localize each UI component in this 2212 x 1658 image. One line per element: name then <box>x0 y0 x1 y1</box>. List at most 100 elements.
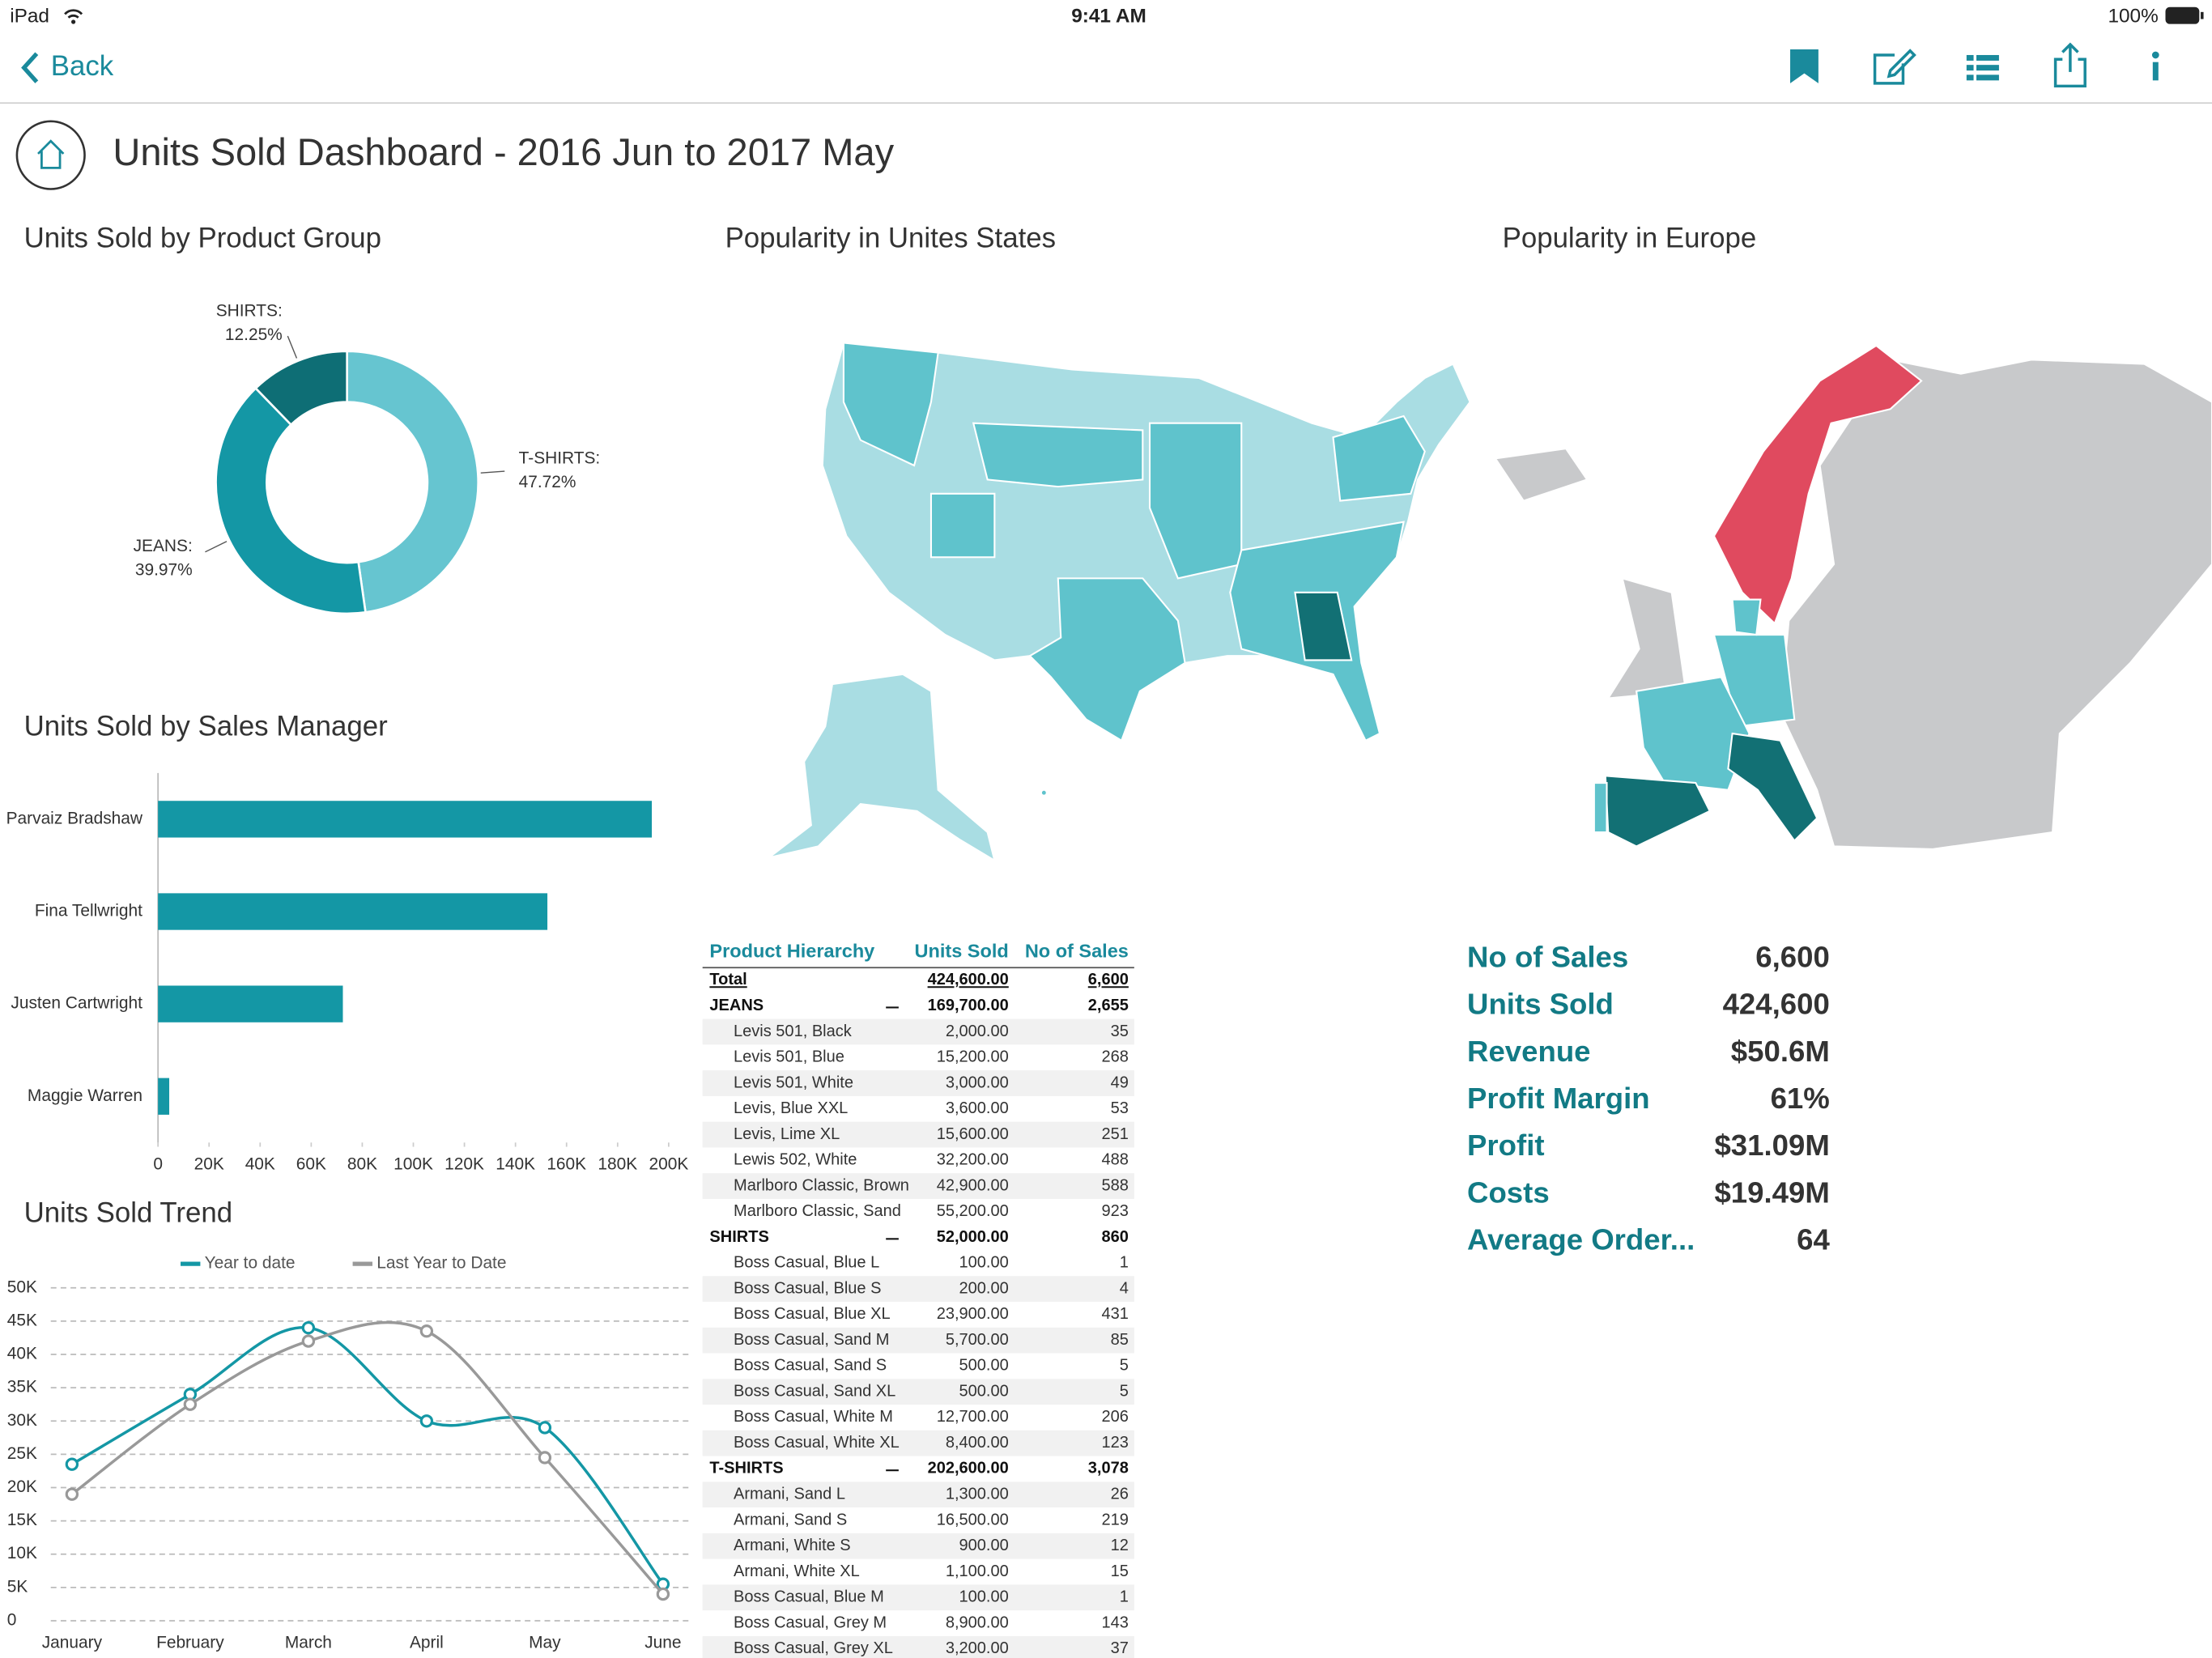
home-button[interactable] <box>15 120 86 190</box>
table-cell: 1 <box>1120 1588 1129 1606</box>
donut-value-label: 47.72% <box>519 473 576 491</box>
table-cell: Boss Casual, Sand S <box>734 1357 887 1375</box>
table-cell: 100.00 <box>959 1254 1009 1272</box>
home-icon[interactable] <box>37 139 65 169</box>
y-tick-label: Justen Cartwright <box>11 994 143 1013</box>
battery-icon <box>2165 6 2200 24</box>
kpi-value: $19.49M <box>1714 1175 1829 1209</box>
y-tick-label: Fina Tellwright <box>35 902 143 920</box>
status-time: 9:41 AM <box>1071 5 1146 27</box>
edit-pen[interactable] <box>1887 49 1916 79</box>
x-tick-label: 140K <box>496 1155 535 1174</box>
table-row-bg <box>702 1635 1134 1658</box>
table-cell: 23,900.00 <box>937 1305 1009 1323</box>
list-bullet[interactable] <box>1966 54 1974 61</box>
us-state-highlight <box>1294 591 1353 661</box>
bar <box>158 1078 170 1115</box>
edit-icon[interactable] <box>1873 49 1916 85</box>
europe-map <box>1494 344 2212 850</box>
kpi-value: 6,600 <box>1755 940 1830 973</box>
legend-label: Last Year to Date <box>376 1254 506 1273</box>
series-point <box>538 1421 552 1435</box>
table-cell: 2,655 <box>1088 997 1129 1014</box>
table-cell: JEANS <box>709 997 764 1014</box>
kpi-label: No of Sales <box>1467 940 1628 973</box>
x-tick-label: 200K <box>649 1155 688 1174</box>
table-cell: 200.00 <box>959 1279 1009 1297</box>
us-hawaii <box>1040 789 1048 797</box>
table-cell: Boss Casual, White XL <box>734 1434 900 1452</box>
share-arrow[interactable] <box>2061 42 2079 72</box>
us-map-title: Popularity in Unites States <box>725 222 1056 253</box>
us-region <box>972 422 1144 488</box>
eu-highlight-red <box>1712 344 1923 625</box>
table-cell: 6,600 <box>1088 971 1129 988</box>
table-row-bg <box>702 1379 1134 1405</box>
table-cell: Boss Casual, Grey XL <box>734 1639 893 1657</box>
table-cell: 2,000.00 <box>946 1022 1009 1040</box>
bar <box>158 893 548 930</box>
table-cell: 202,600.00 <box>928 1460 1009 1477</box>
bookmark-icon[interactable] <box>1790 49 1819 83</box>
donut-title: Units Sold by Product Group <box>24 222 381 253</box>
table-cell: 35 <box>1111 1022 1129 1040</box>
table-row-bg <box>702 1327 1134 1354</box>
back-chevron[interactable] <box>21 52 39 83</box>
x-tick-label: 20K <box>194 1155 224 1174</box>
eu-highlight-dark <box>1604 775 1712 848</box>
list-bullet[interactable] <box>1966 74 1974 81</box>
x-tick-label: March <box>285 1633 332 1652</box>
kpi-label: Profit <box>1467 1129 1545 1162</box>
table-row-bg <box>702 1018 1134 1045</box>
kpi-label: Units Sold <box>1467 988 1614 1021</box>
x-tick-label: February <box>156 1633 224 1652</box>
table-cell: 4 <box>1120 1279 1129 1297</box>
dashboard-title: Units Sold Dashboard - 2016 Jun to 2017 … <box>113 130 894 173</box>
list-line[interactable] <box>1976 54 1999 61</box>
x-tick-label: 80K <box>347 1155 377 1174</box>
table-cell: Levis, Blue XXL <box>734 1099 848 1117</box>
y-tick-label: 30K <box>7 1411 37 1430</box>
table-cell: 860 <box>1101 1228 1128 1246</box>
table-cell: 12,700.00 <box>937 1408 1009 1426</box>
us-alaska <box>768 673 996 863</box>
donut-slice <box>215 386 367 615</box>
x-tick-label: 0 <box>153 1155 163 1174</box>
edit-box[interactable] <box>1873 53 1905 85</box>
y-tick-label: 15K <box>7 1511 37 1529</box>
table-header: Units Sold <box>914 940 1008 961</box>
us-region <box>1148 422 1243 580</box>
table-header: Product Hierarchy <box>709 940 874 961</box>
wifi-dot <box>70 19 76 24</box>
battery-tip <box>2201 11 2204 19</box>
info-dot[interactable] <box>2151 51 2159 59</box>
list-bullet[interactable] <box>1966 65 1974 71</box>
table-cell: 923 <box>1101 1202 1128 1220</box>
series-point <box>301 1320 316 1335</box>
info-icon[interactable] <box>2151 51 2159 81</box>
home-circle[interactable] <box>15 120 86 190</box>
info-stem[interactable] <box>2152 62 2159 81</box>
table-cell: 588 <box>1101 1176 1128 1194</box>
table-cell: 26 <box>1111 1486 1129 1503</box>
list-line[interactable] <box>1976 74 1999 81</box>
us-region <box>842 342 939 467</box>
table-cell: Boss Casual, Sand M <box>734 1331 889 1349</box>
back-label[interactable]: Back <box>51 50 114 82</box>
share-icon[interactable] <box>2053 42 2087 88</box>
table-cell: 500.00 <box>959 1382 1009 1400</box>
table-row-bg <box>702 1121 1134 1148</box>
table-cell: Levis 501, Black <box>734 1022 853 1040</box>
table-cell: Levis 501, Blue <box>734 1048 844 1066</box>
list-icon[interactable] <box>1966 54 1999 81</box>
list-line[interactable] <box>1976 65 1999 71</box>
table-cell: Boss Casual, Blue M <box>734 1588 884 1606</box>
back-button[interactable]: Back <box>21 50 114 83</box>
series-point <box>183 1397 198 1411</box>
y-tick-label: 25K <box>7 1444 37 1463</box>
donut-label: T-SHIRTS: <box>519 449 601 467</box>
table-cell: T-SHIRTS <box>709 1460 783 1477</box>
table-cell: 900.00 <box>959 1537 1009 1554</box>
share-box[interactable] <box>2053 57 2087 88</box>
